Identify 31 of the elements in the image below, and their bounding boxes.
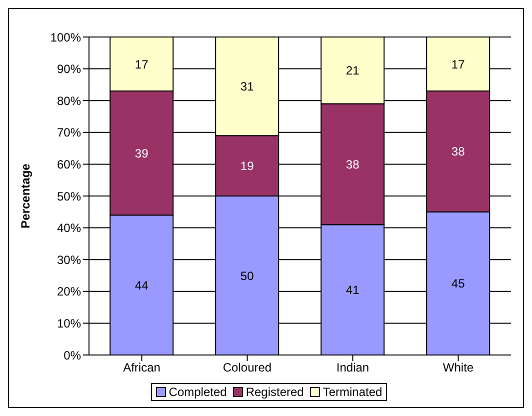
y-tick-label: 0% <box>64 348 82 362</box>
y-axis-title: Percentage <box>18 163 32 228</box>
data-label: 17 <box>451 57 466 72</box>
data-label: 38 <box>451 144 466 159</box>
y-tick-label: 90% <box>56 62 82 76</box>
y-tick-label: 100% <box>50 30 82 44</box>
y-tick-label: 50% <box>56 189 82 204</box>
x-tick-label: White <box>442 360 474 375</box>
y-tick-label: 80% <box>56 94 82 108</box>
y-tick-label: 20% <box>56 284 82 299</box>
data-label: 39 <box>134 146 149 160</box>
y-tick-label: 10% <box>56 316 82 330</box>
x-tick-label: African <box>123 360 160 375</box>
y-tick-label: 30% <box>56 252 82 267</box>
data-label: 17 <box>134 57 149 72</box>
data-label: 50 <box>240 268 254 283</box>
x-tick-label: Indian <box>336 360 370 375</box>
x-tick-label: Coloured <box>222 360 272 375</box>
y-tick-label: 70% <box>56 126 82 140</box>
data-label: 31 <box>240 80 254 94</box>
legend-label: Terminated <box>322 385 382 399</box>
data-label: 21 <box>346 64 360 78</box>
data-label: 19 <box>240 159 254 174</box>
data-label: 41 <box>346 283 360 298</box>
y-tick-label: 60% <box>56 157 82 172</box>
y-tick-label: 40% <box>56 221 82 236</box>
data-label: 44 <box>134 278 149 292</box>
legend-label: Registered <box>244 385 304 399</box>
legend-label: Completed <box>168 385 227 399</box>
data-label: 45 <box>451 276 466 291</box>
data-label: 38 <box>346 157 360 172</box>
